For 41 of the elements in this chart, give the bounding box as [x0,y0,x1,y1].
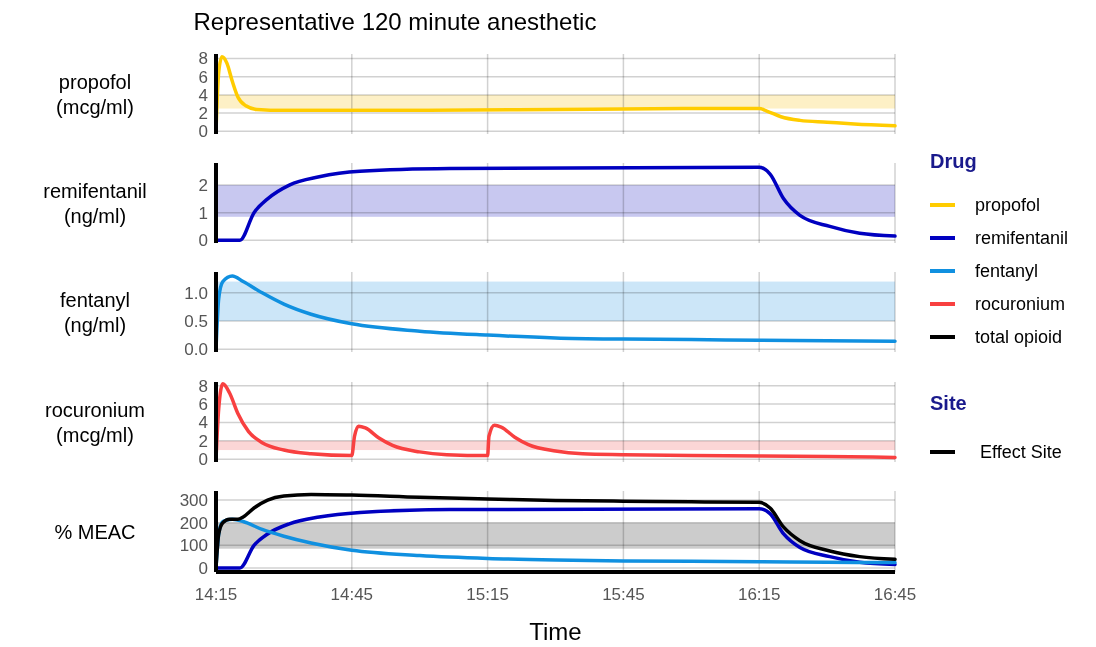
y-axis-title: propofol (mcg/ml) [56,71,134,118]
x-tick-label: 14:45 [330,585,374,604]
legend-title: Drug [930,150,977,172]
y-tick-label: 2 [198,176,208,196]
legend-label: rocuronium [975,294,1066,315]
y-tick-label: 6 [198,395,208,415]
y-tick-label: 0 [198,558,208,578]
y-tick-label: 0.5 [184,311,208,331]
y-tick-label: 4 [198,85,208,105]
y-tick-label: 2 [198,104,208,124]
legend-label: total opioid [975,327,1063,348]
chart-title: Representative 120 minute anesthetic [193,8,597,35]
y-tick-label: 1.0 [184,283,208,303]
x-axis-title: Time [529,618,582,645]
x-tick-label: 15:45 [602,585,645,604]
y-tick-label: 300 [179,491,208,510]
x-tick-label: 14:15 [194,585,238,604]
y-tick-label: 8 [198,376,208,396]
y-tick-label: 2 [198,431,208,451]
legend-label: fentanyl [975,261,1039,282]
x-tick-label: 16:15 [737,585,781,604]
y-tick-label: 0.0 [184,340,208,360]
y-tick-label: 1 [198,203,208,223]
text: Effect Site [980,442,1062,463]
y-axis-title: % MEAC [54,520,136,543]
y-tick-label: 0 [198,450,208,470]
y-tick-label: 100 [179,536,208,556]
y-axis-title: fentanyl (ng/ml) [59,289,131,336]
y-tick-label: 200 [179,513,208,533]
y-tick-label: 8 [198,49,208,69]
legend-label: remifentanil [975,228,1069,249]
legend-title: Site [930,392,967,414]
y-axis-title: rocuronium (mcg/ml) [44,399,146,446]
legend-label: propofol [975,195,1041,216]
x-tick-label: 15:15 [466,585,509,604]
x-tick-label: 16:45 [873,585,917,604]
y-tick-label: 0 [198,122,208,142]
y-tick-label: 6 [198,67,208,87]
y-tick-label: 4 [198,413,208,433]
y-axis-title: remifentanil (ng/ml) [43,180,147,227]
y-tick-label: 0 [198,231,208,251]
